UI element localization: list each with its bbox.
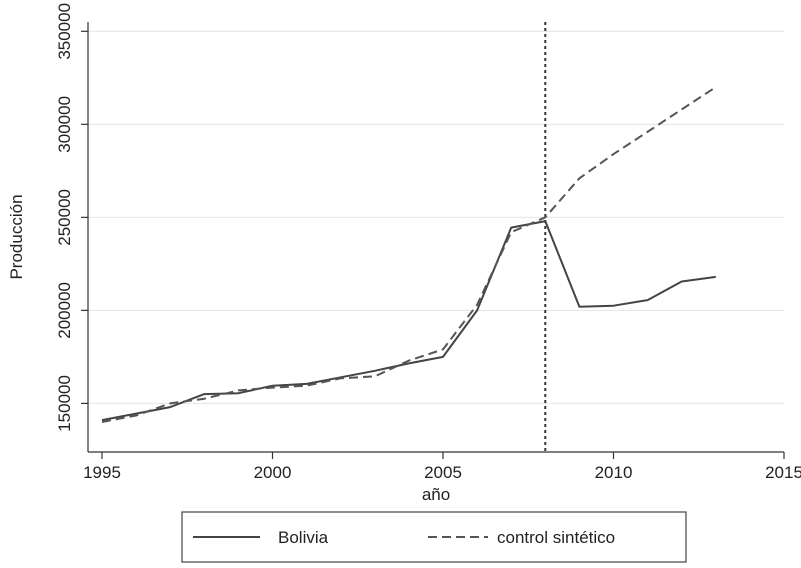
x-tick-label-1995: 1995 <box>83 463 121 482</box>
y-tick-label-300000: 300000 <box>55 96 74 153</box>
y-tick-label-350000: 350000 <box>55 3 74 60</box>
x-axis-title: año <box>422 485 450 504</box>
y-tick-label-200000: 200000 <box>55 282 74 339</box>
series-layer <box>101 86 717 423</box>
x-tick-label-2005: 2005 <box>424 463 462 482</box>
x-tick-label-2010: 2010 <box>595 463 633 482</box>
y-tick-label-150000: 150000 <box>55 375 74 432</box>
axes <box>87 22 784 453</box>
x-ticks: 1995 2000 2005 2010 2015 <box>83 452 801 482</box>
series-line-bolivia <box>101 220 716 422</box>
x-tick-label-2015: 2015 <box>765 463 801 482</box>
y-axis-title: Producción <box>7 194 26 279</box>
x-tick-label-2000: 2000 <box>254 463 292 482</box>
legend: Bolivia control sintético <box>181 511 687 563</box>
y-ticks: 150000 200000 250000 300000 350000 <box>55 3 88 432</box>
legend-label-control-sintetico: control sintético <box>497 528 615 547</box>
y-tick-label-250000: 250000 <box>55 189 74 246</box>
legend-label-bolivia: Bolivia <box>278 528 329 547</box>
series-line-control-sintetico <box>101 86 717 423</box>
grid-lines <box>88 30 784 404</box>
